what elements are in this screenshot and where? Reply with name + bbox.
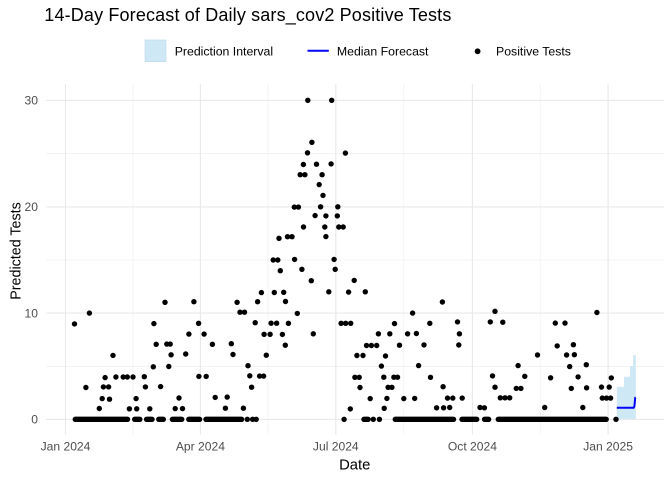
svg-text:Positive Tests: Positive Tests bbox=[496, 44, 571, 58]
svg-text:Median Forecast: Median Forecast bbox=[337, 44, 429, 58]
svg-text:Jul 2024: Jul 2024 bbox=[313, 440, 359, 454]
svg-text:Date: Date bbox=[339, 457, 370, 473]
svg-text:Prediction Interval: Prediction Interval bbox=[175, 44, 273, 58]
svg-text:Jan 2025: Jan 2025 bbox=[583, 440, 633, 454]
svg-text:20: 20 bbox=[25, 200, 39, 214]
svg-text:30: 30 bbox=[25, 94, 39, 108]
svg-text:Apr 2024: Apr 2024 bbox=[176, 440, 225, 454]
svg-text:14-Day Forecast of Daily sars_: 14-Day Forecast of Daily sars_cov2 Posit… bbox=[44, 5, 451, 26]
svg-text:10: 10 bbox=[25, 306, 39, 320]
svg-text:Oct 2024: Oct 2024 bbox=[448, 440, 497, 454]
svg-text:Jan 2024: Jan 2024 bbox=[41, 440, 91, 454]
svg-text:0: 0 bbox=[31, 413, 38, 427]
svg-text:Predicted Tests: Predicted Tests bbox=[9, 202, 25, 299]
